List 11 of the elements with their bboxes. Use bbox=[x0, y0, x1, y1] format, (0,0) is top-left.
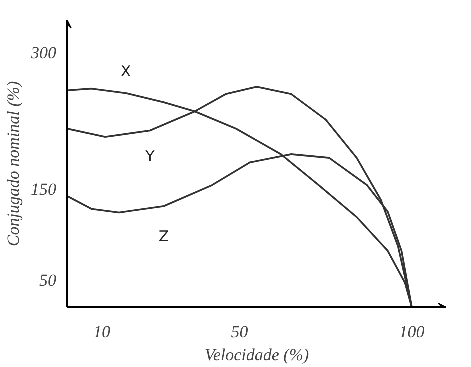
series-label: Y bbox=[144, 148, 156, 166]
series-label: X bbox=[120, 62, 132, 80]
y-tick-label: 50 bbox=[40, 271, 57, 290]
x-tick-label: 50 bbox=[231, 322, 249, 342]
y-tick-label: 300 bbox=[30, 43, 57, 62]
series-label: Z bbox=[158, 227, 170, 246]
x-tick-label: 100 bbox=[399, 322, 426, 342]
y-tick-label: 150 bbox=[31, 180, 57, 200]
y-axis-title: Conjugado nominal (%) bbox=[4, 81, 23, 247]
x-tick-label: 10 bbox=[93, 322, 111, 342]
x-axis-title: Velocidade (%) bbox=[204, 346, 310, 364]
